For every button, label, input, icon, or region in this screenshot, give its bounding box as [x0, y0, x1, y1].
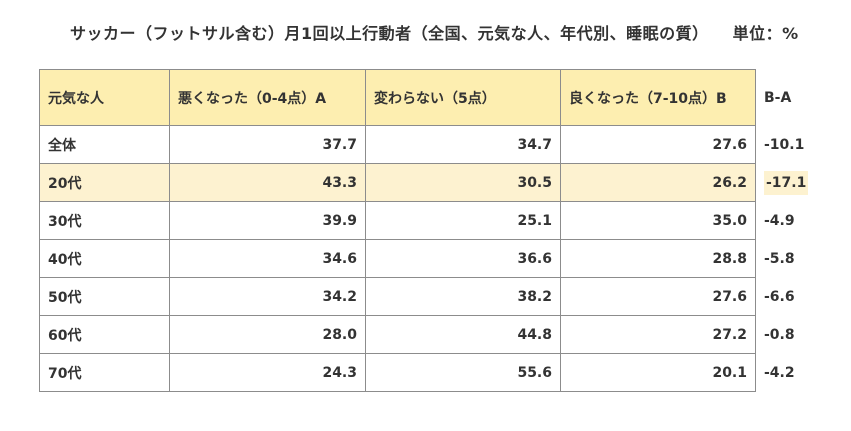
worse-a-cell: 39.9: [169, 201, 366, 240]
row-label-cell: 50代: [39, 277, 170, 316]
header-cell-same: 変わらない（5点）: [365, 69, 561, 126]
table-row: 30代 39.9 25.1 35.0 -4.9: [39, 201, 826, 240]
data-table: 元気な人 悪くなった（0-4点）A 変わらない（5点） 良くなった（7-10点）…: [39, 69, 826, 392]
table-row: 50代 34.2 38.2 27.6 -6.6: [39, 277, 826, 316]
header-cell-better-b: 良くなった（7-10点）B: [560, 69, 756, 126]
b-minus-a-value: -17.1: [764, 170, 809, 195]
title-text: サッカー（フットサル含む）月1回以上行動者（全国、元気な人、年代別、睡眠の質）: [70, 24, 709, 43]
unit-label: 単位：%: [732, 24, 799, 43]
table-row: 70代 24.3 55.6 20.1 -4.2: [39, 353, 826, 392]
same-cell: 55.6: [365, 353, 561, 392]
better-b-cell: 27.6: [560, 277, 756, 316]
b-minus-a-value: -0.8: [764, 326, 795, 343]
same-cell: 36.6: [365, 239, 561, 278]
worse-a-cell: 24.3: [169, 353, 366, 392]
better-b-cell: 28.8: [560, 239, 756, 278]
table-row: 60代 28.0 44.8 27.2 -0.8: [39, 315, 826, 354]
b-minus-a-cell: -4.9: [755, 201, 826, 240]
b-minus-a-cell: -0.8: [755, 315, 826, 354]
better-b-cell: 27.6: [560, 125, 756, 164]
header-cell-b-minus-a: B-A: [755, 69, 826, 126]
same-cell: 30.5: [365, 163, 561, 202]
table-header-row: 元気な人 悪くなった（0-4点）A 変わらない（5点） 良くなった（7-10点）…: [39, 69, 826, 126]
same-cell: 38.2: [365, 277, 561, 316]
b-minus-a-cell: -6.6: [755, 277, 826, 316]
b-minus-a-cell: -5.8: [755, 239, 826, 278]
b-minus-a-value: -10.1: [764, 136, 805, 153]
same-cell: 44.8: [365, 315, 561, 354]
worse-a-cell: 37.7: [169, 125, 366, 164]
b-minus-a-value: -6.6: [764, 288, 795, 305]
same-cell: 25.1: [365, 201, 561, 240]
header-cell-worse-a: 悪くなった（0-4点）A: [169, 69, 366, 126]
table-row: 40代 34.6 36.6 28.8 -5.8: [39, 239, 826, 278]
worse-a-cell: 28.0: [169, 315, 366, 354]
worse-a-cell: 43.3: [169, 163, 366, 202]
b-minus-a-cell: -4.2: [755, 353, 826, 392]
b-minus-a-value: -5.8: [764, 250, 795, 267]
row-label-cell: 40代: [39, 239, 170, 278]
same-cell: 34.7: [365, 125, 561, 164]
header-cell-genki: 元気な人: [39, 69, 170, 126]
better-b-cell: 35.0: [560, 201, 756, 240]
row-label-cell: 20代: [39, 163, 170, 202]
better-b-cell: 27.2: [560, 315, 756, 354]
b-minus-a-value: -4.9: [764, 212, 795, 229]
row-label-cell: 70代: [39, 353, 170, 392]
table-row: 全体 37.7 34.7 27.6 -10.1: [39, 125, 826, 164]
better-b-cell: 26.2: [560, 163, 756, 202]
b-minus-a-cell: -17.1: [755, 163, 826, 202]
row-label-cell: 全体: [39, 125, 170, 164]
worse-a-cell: 34.2: [169, 277, 366, 316]
b-minus-a-value: -4.2: [764, 364, 795, 381]
table-row: 20代 43.3 30.5 26.2 -17.1: [39, 163, 826, 202]
page-title: サッカー（フットサル含む）月1回以上行動者（全国、元気な人、年代別、睡眠の質） 単…: [70, 20, 810, 44]
b-minus-a-cell: -10.1: [755, 125, 826, 164]
worse-a-cell: 34.6: [169, 239, 366, 278]
better-b-cell: 20.1: [560, 353, 756, 392]
row-label-cell: 60代: [39, 315, 170, 354]
row-label-cell: 30代: [39, 201, 170, 240]
